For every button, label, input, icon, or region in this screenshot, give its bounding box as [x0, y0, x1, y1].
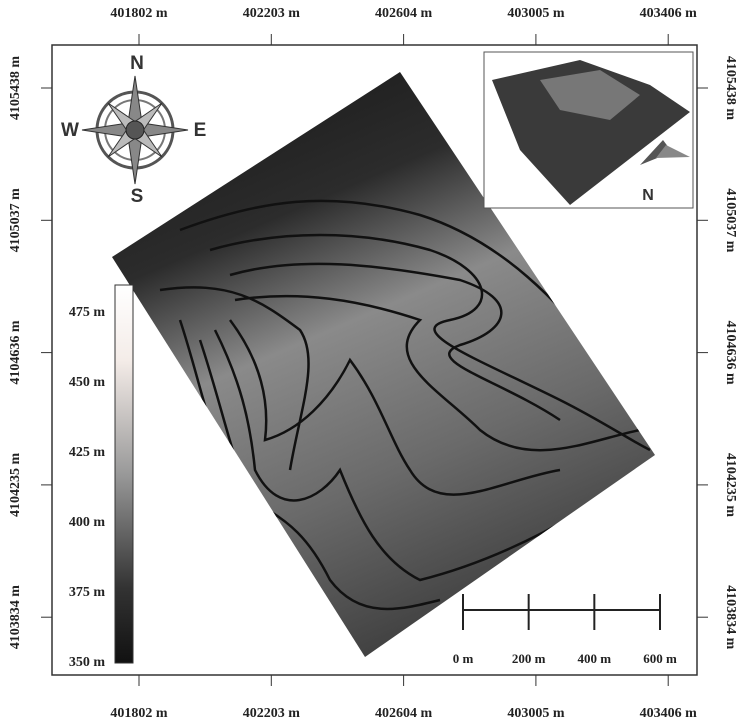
legend-label: 400 m — [69, 515, 106, 530]
legend-label: 425 m — [69, 445, 106, 460]
x-coordinate-label: 401802 m — [110, 706, 168, 721]
legend-label: 450 m — [69, 375, 106, 390]
scale-label: 600 m — [643, 651, 677, 666]
legend-colorbar — [115, 285, 133, 663]
compass-label: N — [130, 53, 144, 74]
x-coordinate-label: 402203 m — [243, 6, 301, 21]
legend-label: 375 m — [69, 585, 106, 600]
x-coordinate-label: 403005 m — [507, 6, 565, 21]
legend-label: 350 m — [69, 655, 106, 670]
y-coordinate-label: 4104636 m — [723, 321, 738, 386]
y-coordinate-label: 4105037 m — [723, 188, 738, 253]
compass-label: E — [194, 120, 207, 141]
x-coordinate-label: 403406 m — [640, 6, 698, 21]
y-coordinate-label: 4104235 m — [723, 453, 738, 518]
map-figure: N S W E N 0 m 200 m 400 m 600 m 401802 m 401… — [0, 0, 745, 728]
compass-rose: N S W E — [61, 53, 206, 207]
x-coordinate-label: 403406 m — [640, 706, 698, 721]
inset-3d-view: N — [484, 52, 693, 208]
scale-label: 0 m — [453, 651, 474, 666]
y-coordinate-label: 4104235 m — [8, 452, 23, 517]
compass-label: S — [131, 186, 144, 207]
x-coordinate-label: 401802 m — [110, 6, 168, 21]
scale-label: 400 m — [578, 651, 612, 666]
scale-label: 200 m — [512, 651, 546, 666]
legend-label: 475 m — [69, 305, 106, 320]
y-coordinate-label: 4104636 m — [8, 320, 23, 385]
y-coordinate-label: 4105037 m — [8, 188, 23, 253]
compass-label: W — [61, 120, 79, 141]
compass-center — [126, 121, 144, 139]
y-coordinate-label: 4103834 m — [8, 585, 23, 650]
y-coordinate-label: 4105438 m — [723, 56, 738, 121]
x-coordinate-label: 402604 m — [375, 6, 433, 21]
y-coordinate-label: 4105438 m — [8, 56, 23, 121]
x-coordinate-label: 402203 m — [243, 706, 301, 721]
y-coordinate-label: 4103834 m — [723, 585, 738, 650]
inset-north-label: N — [642, 187, 654, 204]
scale-bar: 0 m 200 m 400 m 600 m — [453, 594, 677, 666]
x-coordinate-label: 403005 m — [507, 706, 565, 721]
x-coordinate-label: 402604 m — [375, 706, 433, 721]
